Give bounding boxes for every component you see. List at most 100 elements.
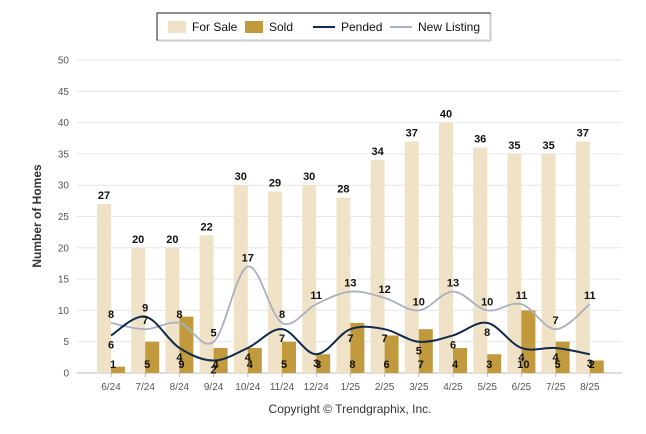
sold-value-label: 5 bbox=[281, 359, 287, 371]
x-tick-label: 10/24 bbox=[235, 382, 260, 393]
bar-for-sale bbox=[370, 160, 385, 373]
for-sale-value-label: 40 bbox=[440, 109, 452, 121]
bar-for-sale bbox=[336, 197, 351, 373]
copyright: Copyright © Trendgraphix, Inc. bbox=[269, 402, 432, 416]
new-listing-value-label: 8 bbox=[108, 309, 114, 321]
new-listing-value-label: 7 bbox=[553, 315, 559, 327]
bar-for-sale bbox=[199, 235, 214, 373]
sold-value-label: 1 bbox=[110, 359, 116, 371]
bar-sold bbox=[453, 347, 467, 373]
bar-sold bbox=[589, 360, 604, 373]
for-sale-value-label: 35 bbox=[508, 140, 520, 152]
for-sale-value-label: 36 bbox=[474, 134, 486, 146]
line-new-listing bbox=[110, 265, 591, 345]
y-tick-label: 45 bbox=[58, 87, 70, 98]
y-tick-labels: 0 5 10 15 20 25 30 35 40 45 50 bbox=[58, 56, 70, 380]
pended-value-label: 9 bbox=[142, 303, 148, 315]
pended-value-label: 6 bbox=[450, 339, 456, 351]
pended-value-label: 3 bbox=[587, 358, 593, 370]
x-tick-label: 6/24 bbox=[101, 382, 121, 393]
y-tick-label: 30 bbox=[58, 181, 70, 192]
x-tick-label: 3/25 bbox=[409, 382, 429, 393]
sold-value-label: 4 bbox=[247, 359, 254, 371]
bar-for-sale bbox=[302, 185, 317, 373]
x-tick-label: 7/25 bbox=[546, 382, 566, 393]
bar-for-sale bbox=[268, 191, 282, 373]
pended-value-label: 7 bbox=[382, 333, 388, 345]
pended-value-label: 7 bbox=[347, 333, 353, 345]
bar-sold bbox=[384, 335, 399, 373]
bar-for-sale bbox=[541, 153, 556, 373]
for-sale-value-label: 29 bbox=[269, 177, 281, 189]
x-tick-label: 8/24 bbox=[170, 382, 190, 393]
sold-value-label: 8 bbox=[349, 359, 355, 371]
bar-for-sale bbox=[131, 247, 146, 373]
bar-for-sale bbox=[97, 203, 111, 373]
bar-sold bbox=[521, 310, 536, 373]
new-listing-value-label: 8 bbox=[176, 309, 182, 321]
bar-sold bbox=[350, 322, 365, 373]
x-tick-label: 8/25 bbox=[580, 382, 600, 393]
y-tick-label: 5 bbox=[63, 337, 69, 348]
y-tick-label: 35 bbox=[58, 149, 70, 160]
new-listing-value-label: 13 bbox=[344, 278, 356, 290]
for-sale-value-label: 34 bbox=[371, 146, 384, 158]
sold-value-label: 6 bbox=[384, 359, 390, 371]
pended-value-label: 7 bbox=[279, 333, 285, 345]
bar-sold bbox=[145, 341, 160, 373]
for-sale-value-label: 20 bbox=[166, 234, 178, 246]
y-tick-label: 10 bbox=[58, 306, 70, 317]
for-sale-value-label: 37 bbox=[577, 127, 589, 139]
pended-value-label: 3 bbox=[313, 358, 319, 370]
bar-sold bbox=[247, 347, 262, 373]
x-tick-label: 11/24 bbox=[270, 382, 295, 393]
new-listing-value-label: 12 bbox=[378, 284, 390, 296]
y-tick-label: 15 bbox=[58, 275, 70, 286]
for-sale-value-label: 27 bbox=[98, 190, 110, 202]
x-tick-label: 2/25 bbox=[375, 382, 395, 393]
legend-label-new-listing: New Listing bbox=[418, 20, 480, 34]
x-tick-label: 5/25 bbox=[477, 382, 497, 393]
sold-value-label: 4 bbox=[213, 359, 220, 371]
y-tick-label: 25 bbox=[58, 212, 70, 223]
bar-for-sale bbox=[233, 185, 248, 373]
sold-value-label: 9 bbox=[178, 359, 184, 371]
pended-value-label: 4 bbox=[518, 352, 525, 364]
legend-label-pended: Pended bbox=[341, 20, 382, 34]
for-sale-value-label: 37 bbox=[406, 127, 418, 139]
sold-value-label: 10 bbox=[517, 359, 529, 371]
bar-for-sale bbox=[165, 247, 180, 373]
sold-value-label: 3 bbox=[315, 359, 321, 371]
new-listing-value-label: 8 bbox=[279, 309, 285, 321]
pended-value-label: 4 bbox=[176, 352, 183, 364]
new-listing-value-label: 11 bbox=[516, 290, 528, 302]
legend-label-sold: Sold bbox=[269, 20, 293, 34]
legend-swatch-for-sale bbox=[168, 21, 186, 33]
x-tick-label: 7/24 bbox=[135, 382, 155, 393]
for-sale-value-label: 35 bbox=[542, 140, 554, 152]
pended-value-label: 4 bbox=[245, 352, 252, 364]
series-lines bbox=[110, 265, 591, 362]
bar-for-sale bbox=[439, 122, 453, 373]
new-listing-value-label: 11 bbox=[310, 290, 322, 302]
legend-label-for-sale: For Sale bbox=[192, 20, 238, 34]
x-tick-label: 4/25 bbox=[443, 382, 463, 393]
new-listing-value-label: 17 bbox=[242, 253, 254, 265]
for-sale-value-label: 22 bbox=[200, 221, 212, 233]
pended-value-label: 4 bbox=[553, 352, 560, 364]
pended-value-label: 5 bbox=[416, 346, 422, 358]
y-tick-label: 20 bbox=[58, 243, 70, 254]
for-sale-value-label: 30 bbox=[235, 171, 247, 183]
x-tick-label: 9/24 bbox=[204, 382, 224, 393]
new-listing-value-label: 5 bbox=[211, 328, 217, 340]
x-tick-label: 1/25 bbox=[341, 382, 361, 393]
x-tick-label: 12/24 bbox=[304, 382, 329, 393]
bar-sold bbox=[316, 354, 331, 373]
sold-value-label: 4 bbox=[452, 359, 459, 371]
sold-value-label: 2 bbox=[589, 359, 595, 371]
legend: For Sale Sold Pended New Listing bbox=[156, 12, 492, 42]
sold-value-label: 3 bbox=[486, 359, 492, 371]
new-listing-value-label: 10 bbox=[481, 296, 493, 308]
